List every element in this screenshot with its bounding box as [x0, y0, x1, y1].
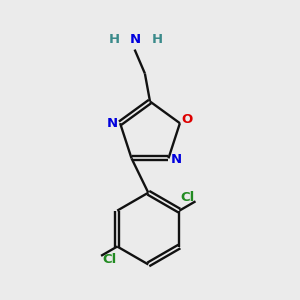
- Text: Cl: Cl: [181, 191, 195, 204]
- Text: N: N: [106, 117, 118, 130]
- Text: H: H: [109, 34, 120, 46]
- Text: N: N: [171, 152, 182, 166]
- Text: Cl: Cl: [102, 253, 116, 266]
- Text: H: H: [151, 34, 162, 46]
- Text: N: N: [130, 34, 141, 46]
- Text: O: O: [182, 113, 193, 126]
